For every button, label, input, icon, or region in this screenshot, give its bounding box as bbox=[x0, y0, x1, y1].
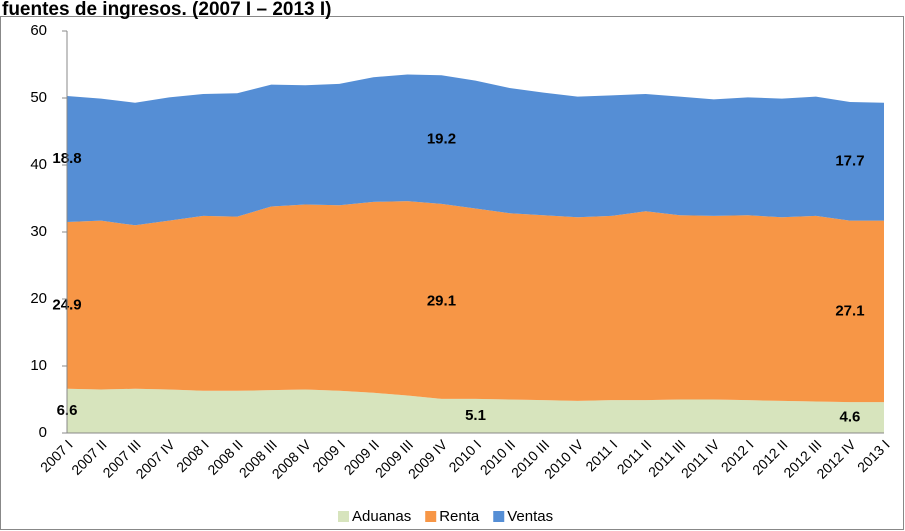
y-tick-label: 50 bbox=[30, 89, 47, 106]
data-label: 27.1 bbox=[835, 302, 864, 319]
y-tick-label: 20 bbox=[30, 290, 47, 307]
area bbox=[67, 74, 884, 226]
y-tick-label: 40 bbox=[30, 156, 47, 173]
area bbox=[67, 388, 884, 433]
area bbox=[67, 201, 884, 403]
data-label: 17.7 bbox=[835, 152, 864, 169]
y-tick-label: 10 bbox=[30, 357, 47, 374]
legend-label: Renta bbox=[439, 508, 480, 525]
legend-swatch bbox=[425, 511, 437, 522]
y-tick-label: 0 bbox=[39, 424, 47, 441]
data-label: 29.1 bbox=[427, 292, 456, 309]
y-tick-label: 30 bbox=[30, 223, 47, 240]
legend-swatch bbox=[493, 511, 505, 522]
chart-title: fuentes de ingresos. (2007 I – 2013 I) bbox=[2, 0, 331, 20]
data-label: 5.1 bbox=[465, 407, 486, 424]
legend-swatch bbox=[338, 511, 349, 522]
y-tick-label: 60 bbox=[30, 22, 47, 39]
data-label: 19.2 bbox=[427, 131, 456, 148]
data-label: 4.6 bbox=[840, 409, 861, 426]
legend-label: Aduanas bbox=[352, 508, 411, 525]
legend-label: Ventas bbox=[507, 508, 553, 525]
